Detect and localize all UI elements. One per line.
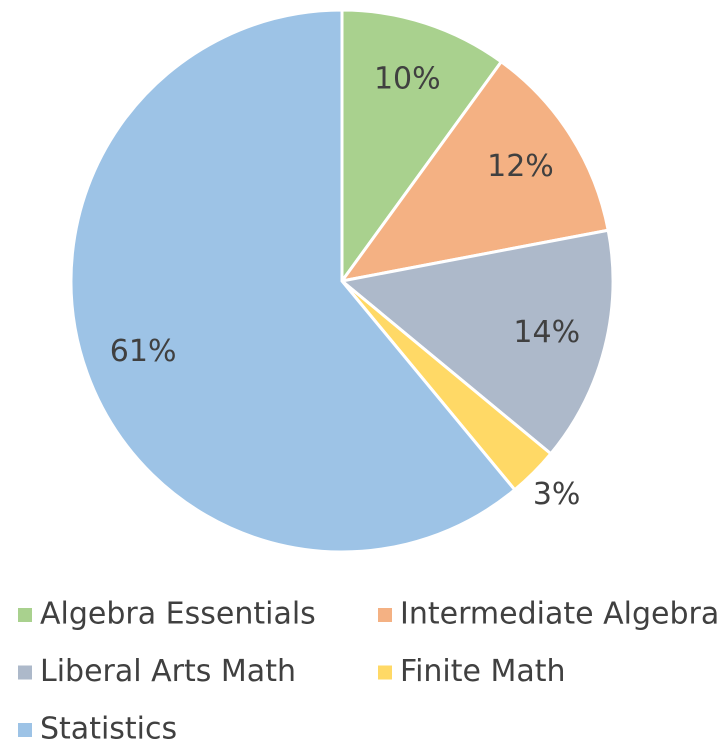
legend-label: Finite Math [400,654,566,689]
data-label: 14% [513,315,580,350]
pie-slice [340,8,504,286]
data-label: 12% [487,149,554,184]
legend-swatch [18,608,32,622]
legend-label: Statistics [40,712,177,747]
pie-slice [69,8,517,554]
pie-slice [338,228,615,456]
legend-swatch [378,608,392,622]
pie-slice [338,59,610,284]
data-label: 61% [110,334,177,369]
legend-swatch [18,665,32,680]
legend-label: Algebra Essentials [40,597,316,632]
legend-swatch [378,665,392,680]
legend-label: Intermediate Algebra [400,597,719,632]
legend-swatch [18,723,32,737]
data-label: 10% [374,61,441,96]
data-label: 3% [533,477,581,512]
legend-label: Liberal Arts Math [40,654,296,689]
